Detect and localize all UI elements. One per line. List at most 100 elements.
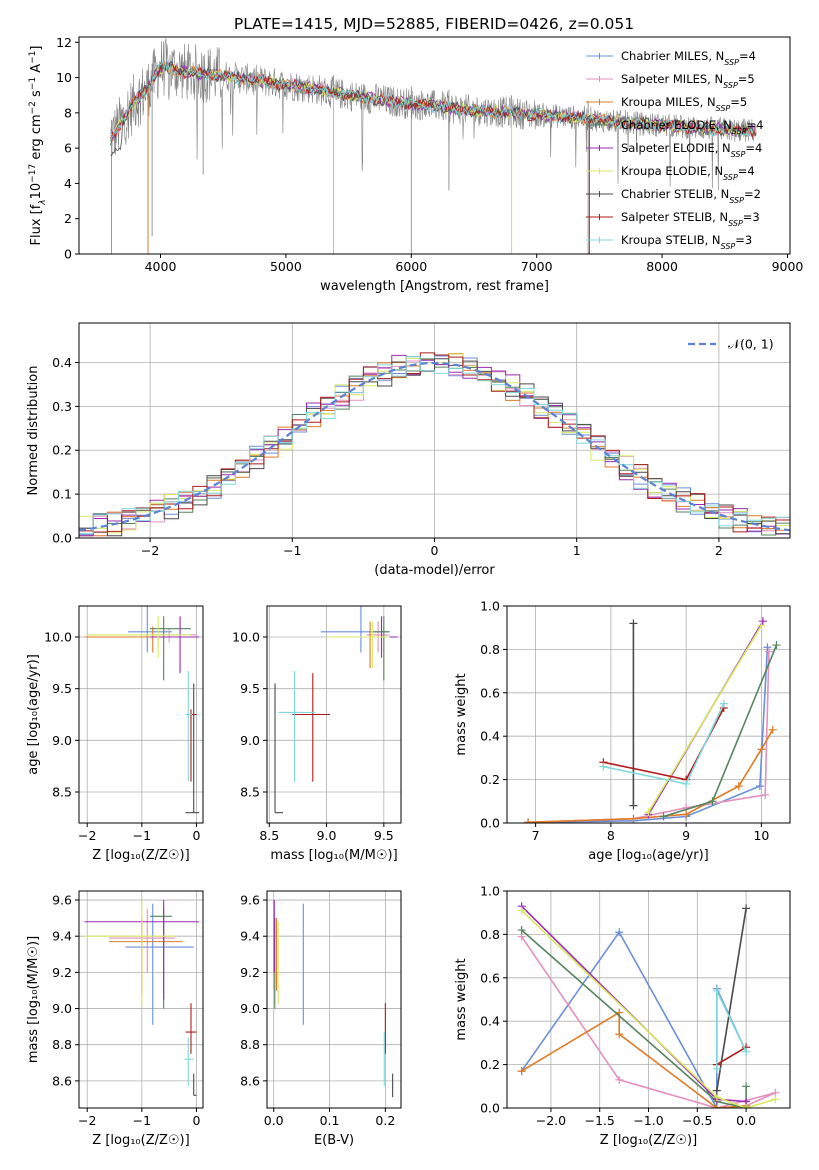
mass-weight-line (521, 905, 747, 1103)
legend-label-sub: SSP (732, 127, 747, 136)
mass-vs-Z-panel: −2 −1 0 8.6 8.8 9.0 9.2 9.4 9.6 Z [log₁₀(Z/Z☉)] ma… (26, 890, 204, 1148)
mass-vs-Z-ytick-label: 8.8 (52, 1037, 72, 1052)
residual-histogram (79, 358, 790, 537)
spectrum-ylabel-part: −1 (28, 77, 38, 90)
age-vs-mass-xtick-label: 9.0 (317, 828, 337, 843)
mass-weight-point (719, 699, 728, 708)
mass-weight-point (615, 928, 624, 937)
legend-label-name: Chabrier MILES, N (621, 49, 724, 63)
mass-vs-ebv-xtick-label: 0.0 (264, 1113, 284, 1128)
spectrum-ytick-label: 0 (64, 247, 72, 262)
mass-vs-Z-ytick-label: 9.2 (52, 965, 72, 980)
residuals-xtick-label: −1 (283, 543, 301, 558)
spectrum-ylabel-part: −2 (28, 101, 38, 114)
mass-vs-ebv-ytick-label: 8.6 (240, 1073, 260, 1088)
panels: 4000 5000 6000 7000 8000 9000024681012wavelen… (26, 35, 803, 1148)
mass-weight-point (712, 986, 721, 995)
spectrum-ytick-label: 10 (56, 70, 72, 85)
mass-weight-point (758, 617, 767, 626)
mass-weight-point (771, 1095, 780, 1104)
legend-label-suffix: =5 (738, 72, 755, 86)
mass-weight-vs-age-xtick-label: 10 (753, 828, 769, 843)
mass-weight-point (524, 818, 533, 823)
spectrum-model-line (110, 61, 757, 156)
mass-weight-vs-age-frame (506, 605, 791, 824)
mass-weight-point (615, 1075, 624, 1084)
spectrum-ytick-label: 6 (64, 141, 72, 156)
legend-label-name: Kroupa MILES, N (621, 95, 716, 109)
mass-weight-vs-age-ytick-label: 1.0 (480, 599, 500, 614)
age-vs-Z-ytick-label: 9.5 (52, 681, 72, 696)
mass-vs-ebv-xtick-label: 0.1 (320, 1113, 340, 1128)
spectrum-xtick-label: 8000 (646, 259, 678, 274)
mass-vs-ebv-ytick-label: 9.6 (240, 893, 260, 908)
mass-vs-ebv-frame (266, 890, 402, 1109)
mass-weight-point (659, 812, 668, 821)
legend-label-suffix: =4 (739, 49, 756, 63)
mass-weight-point (517, 906, 526, 915)
mass-weight-point (644, 808, 653, 817)
legend-label-suffix: =4 (738, 164, 755, 178)
age-vs-mass-ytick-label: 9.0 (240, 733, 260, 748)
residuals-ytick-label: 0.2 (52, 443, 72, 458)
spectrum-xtick-label: 4000 (145, 259, 177, 274)
spectrum-frame (78, 36, 791, 255)
mass-weight-point (742, 1082, 751, 1091)
mass-vs-ebv-panel: 0.0 0.1 0.2 8.6 8.8 9.0 9.2 9.4 9.6 E(B-V) (240, 890, 402, 1148)
mass-weight-line (716, 1046, 747, 1066)
legend-label-name: Salpeter STELIB, N (621, 210, 728, 224)
mass-weight-vs-Z-ytick-label: 0.8 (480, 927, 500, 942)
mass-weight-vs-Z-ytick-label: 0.2 (480, 1057, 500, 1072)
mass-weight-vs-Z-plot-area (517, 902, 780, 1108)
mass-weight-vs-Z-ytick-label: 0.0 (480, 1101, 500, 1116)
residuals-plot-area (79, 352, 790, 537)
age-vs-mass-plot-area (274, 606, 398, 814)
residuals-xtick-label: 0 (431, 543, 439, 558)
mass-vs-Z-frame (78, 890, 204, 1109)
age-vs-mass-ytick-label: 10.0 (232, 630, 260, 645)
mass-weight-point (629, 814, 638, 823)
legend-label-suffix: =3 (735, 233, 752, 247)
spectrum-ylabel-part: s (29, 90, 44, 101)
legend-label: Chabrier STELIB, NSSP=2 (621, 187, 761, 205)
spectrum-data-line (110, 38, 757, 191)
mass-weight-vs-Z-ytick-label: 0.6 (480, 970, 500, 985)
mass-weight-point (768, 725, 777, 734)
mass-weight-point (742, 1047, 751, 1056)
mass-vs-ebv-plot-area (273, 900, 394, 1098)
mass-vs-Z-ytick-label: 8.6 (52, 1073, 72, 1088)
age-vs-Z-xtick-label: −1 (133, 828, 151, 843)
legend-label: Salpeter ELODIE, NSSP=4 (621, 141, 762, 159)
residuals-xtick-label: 1 (573, 543, 581, 558)
mass-weight-vs-Z-xlabel: Z [log₁₀(Z/Z☉)] (600, 1133, 697, 1148)
legend-label-suffix: =4 (747, 118, 764, 132)
legend-label: Salpeter STELIB, NSSP=3 (621, 210, 760, 228)
mass-weight-point (517, 926, 526, 935)
mass-vs-Z-ytick-label: 9.4 (52, 929, 72, 944)
residuals-legend: 𝒩(0, 1) (688, 337, 774, 352)
spectrum-xtick-label: 5000 (270, 259, 302, 274)
mass-vs-ebv-ytick-label: 9.4 (240, 929, 260, 944)
normal-curve (79, 361, 790, 532)
figure-title: PLATE=1415, MJD=52885, FIBERID=0426, z=0… (234, 15, 634, 33)
mass-weight-point (599, 762, 608, 771)
spectrum-panel: 4000 5000 6000 7000 8000 9000 0 2 4 6 8 10 12 wavelen… (28, 35, 803, 294)
mass-weight-line (647, 625, 763, 813)
legend-label-sub: SSP (723, 81, 738, 90)
residuals-ytick-label: 0.3 (52, 399, 72, 414)
mass-weight-point (755, 782, 764, 791)
residuals-ytick-label: 0.1 (52, 487, 72, 502)
mass-weight-point (712, 1064, 721, 1073)
mass-weight-vs-age-ytick-label: 0.8 (480, 642, 500, 657)
mass-weight-point (764, 647, 773, 656)
mass-weight-vs-age-ytick-label: 0.6 (480, 685, 500, 700)
mass-vs-Z-ylabel: mass [log₁₀(M/M☉)] (26, 936, 41, 1063)
legend-label: Kroupa STELIB, NSSP=3 (621, 233, 752, 251)
mass-weight-point (757, 621, 766, 630)
spectrum-ylabel-part: −1 (28, 51, 38, 64)
mass-weight-line (603, 703, 725, 785)
legend-label: Kroupa ELODIE, NSSP=4 (621, 164, 755, 182)
age-vs-Z-frame (78, 605, 204, 824)
residuals-panel: −2 −1 0 1 2 0.0 0.1 0.2 0.3 0.4 (data-model)/error… (26, 322, 791, 578)
